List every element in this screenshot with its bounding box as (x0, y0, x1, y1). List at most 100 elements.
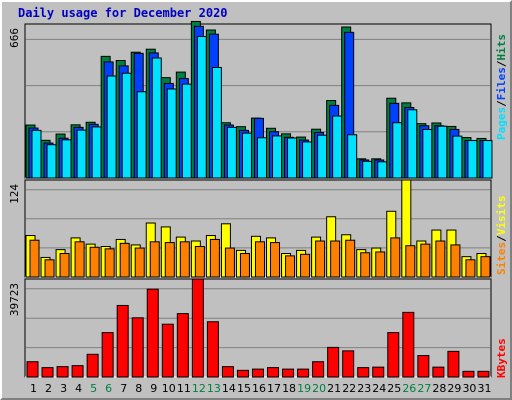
pages-bar (136, 91, 147, 179)
day-label: 24 (372, 382, 386, 395)
kbytes-bar (146, 288, 159, 378)
sites-bar (239, 253, 250, 278)
sites-bar (44, 259, 55, 278)
visits-legend: Sites/Visits (495, 196, 508, 276)
sites-bar (420, 243, 431, 278)
pages-bar (166, 88, 177, 179)
kbytes-bar (206, 321, 219, 378)
sites-bar (270, 242, 281, 278)
sites-bar (315, 240, 326, 278)
kbytes-bar (131, 317, 144, 378)
sites-bar (194, 245, 205, 278)
sites-bar (224, 247, 235, 278)
pages-bar (211, 66, 222, 179)
day-label: 2 (45, 382, 52, 395)
hits-legend-part: Files (495, 67, 508, 100)
pages-bar (106, 75, 117, 179)
kbytes-bar (116, 304, 129, 378)
pages-bar (422, 128, 433, 179)
hits-scale-max: 666 (8, 28, 21, 48)
sites-bar (300, 253, 311, 278)
sites-bar (74, 241, 85, 278)
day-label: 11 (177, 382, 191, 395)
pages-bar (482, 140, 493, 179)
sites-bar (405, 245, 416, 278)
day-label: 22 (342, 382, 356, 395)
pages-bar (317, 134, 328, 179)
day-label: 31 (477, 382, 491, 395)
sites-bar (345, 239, 356, 278)
pages-bar (332, 115, 343, 179)
sites-bar (59, 253, 70, 278)
kbytes-bar (327, 346, 340, 378)
sites-bar (179, 241, 190, 278)
pages-bar (287, 137, 298, 179)
day-label: 26 (402, 382, 416, 395)
pages-bar (452, 135, 463, 179)
kbytes-bar (387, 332, 400, 378)
pages-bar (437, 125, 448, 179)
pages-bar (272, 135, 283, 179)
kbytes-bar (372, 366, 385, 378)
day-label: 20 (312, 382, 326, 395)
kbytes-bar (221, 366, 234, 378)
pages-bar (226, 126, 237, 179)
pages-bar (91, 126, 102, 179)
sites-bar (285, 255, 296, 278)
sites-bar (89, 246, 100, 278)
day-label: 6 (105, 382, 112, 395)
pages-bar (61, 139, 72, 179)
day-label: 30 (462, 382, 476, 395)
pages-bar (362, 160, 373, 179)
hits-legend: Pages/Files/Hits (495, 34, 508, 140)
kbytes-bar (477, 370, 490, 378)
pages-bar (302, 141, 313, 179)
day-label: 21 (327, 382, 341, 395)
day-label: 18 (282, 382, 296, 395)
kbytes-bar (417, 355, 430, 378)
kbytes-bar (462, 370, 475, 378)
day-label: 27 (417, 382, 431, 395)
sites-bar (134, 247, 145, 278)
kbytes-bar (41, 367, 54, 378)
day-label: 25 (387, 382, 401, 395)
day-label: 12 (192, 382, 206, 395)
pages-bar (407, 109, 418, 179)
pages-bar (31, 129, 42, 179)
day-label: 3 (60, 382, 67, 395)
pages-bar (377, 161, 388, 179)
pages-bar (196, 35, 207, 179)
chart-title: Daily usage for December 2020 (18, 6, 228, 20)
kbytes-bar (342, 350, 355, 378)
day-label: 17 (267, 382, 281, 395)
sites-bar (330, 240, 341, 278)
day-label: 15 (237, 382, 251, 395)
day-label: 29 (447, 382, 461, 395)
visits-legend-part: Sites (495, 242, 508, 275)
day-label: 23 (357, 382, 371, 395)
day-label: 28 (432, 382, 446, 395)
sites-bar (164, 242, 175, 278)
sites-bar (465, 259, 476, 278)
kbytes-bar (176, 313, 189, 378)
kbytes-bar (86, 353, 99, 378)
kbytes-bar (71, 365, 84, 378)
day-label: 10 (162, 382, 176, 395)
day-label: 4 (75, 382, 82, 395)
hits-legend-part: / (495, 60, 508, 67)
day-label: 16 (252, 382, 266, 395)
kbytes-bar (236, 369, 249, 378)
kbytes-bar (26, 361, 39, 378)
sites-bar (450, 244, 461, 278)
hits-legend-part: Pages (495, 107, 508, 140)
kbytes-bar (101, 332, 114, 378)
pages-bar (467, 140, 478, 179)
pages-bar (46, 144, 57, 179)
day-label: 8 (135, 382, 142, 395)
pages-bar (76, 129, 87, 179)
kbytes-bar (282, 368, 295, 378)
day-label: 19 (297, 382, 311, 395)
sites-bar (29, 239, 40, 278)
day-label: 9 (150, 382, 157, 395)
